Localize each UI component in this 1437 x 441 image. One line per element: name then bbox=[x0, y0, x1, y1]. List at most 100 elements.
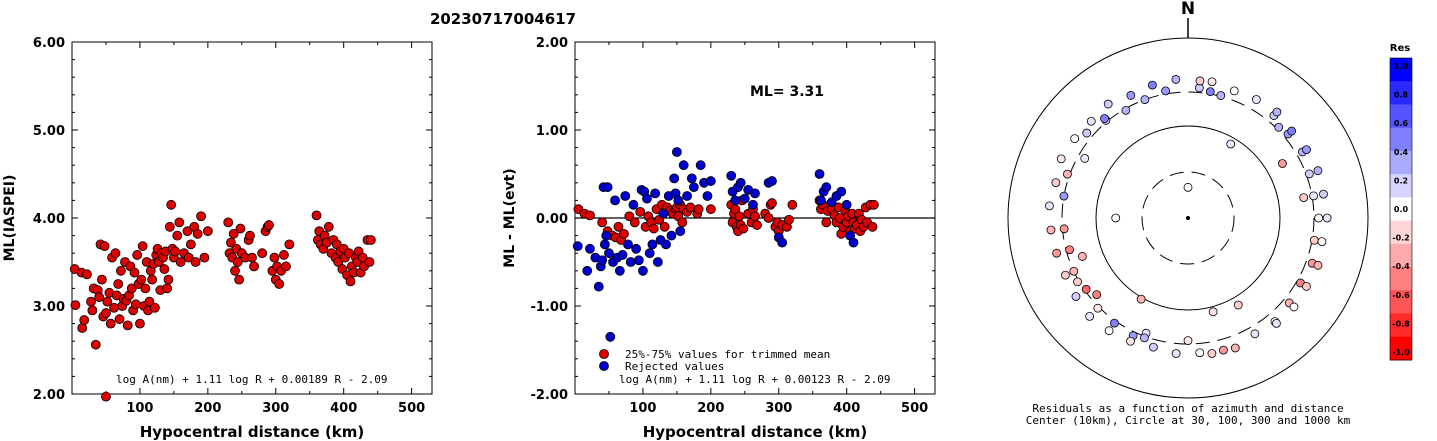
data-point bbox=[101, 391, 111, 402]
station-marker bbox=[1059, 191, 1069, 201]
colorbar-tick-label: -0.4 bbox=[1392, 262, 1410, 271]
data-point bbox=[748, 199, 758, 210]
data-point bbox=[597, 255, 608, 266]
station-marker bbox=[1061, 270, 1070, 280]
panel-ml-iaspei: 2.00 3.00 4.00 5.00 6.00 100 200 300 400 500 ML(I… bbox=[2, 36, 433, 441]
station-marker bbox=[1216, 91, 1226, 100]
colorbar-block bbox=[1390, 127, 1412, 152]
station-marker bbox=[1230, 343, 1240, 353]
data-point bbox=[572, 241, 583, 252]
legend-label-trimmed: 25%-75% values for trimmed mean bbox=[625, 348, 830, 361]
center-point bbox=[1186, 216, 1190, 220]
station-marker bbox=[1302, 145, 1311, 155]
data-point bbox=[79, 315, 90, 325]
data-point bbox=[132, 250, 143, 260]
station-marker bbox=[1082, 128, 1092, 138]
station-marker bbox=[1086, 116, 1096, 126]
data-point bbox=[129, 267, 140, 278]
data-point bbox=[585, 243, 595, 254]
station-marker bbox=[1313, 260, 1323, 270]
colorbar-tick-label: 0.2 bbox=[1394, 176, 1408, 185]
station-marker bbox=[1272, 107, 1282, 117]
y-tick-label: 6.00 bbox=[33, 36, 65, 51]
data-point bbox=[87, 305, 98, 316]
data-point bbox=[642, 193, 652, 204]
data-point bbox=[345, 276, 356, 287]
station-marker bbox=[1299, 193, 1309, 202]
data-point bbox=[199, 252, 210, 263]
station-marker bbox=[1317, 237, 1327, 247]
x-tick-label: 200 bbox=[697, 401, 724, 416]
colorbar-block bbox=[1390, 336, 1412, 361]
data-point bbox=[147, 274, 158, 285]
colorbar-tick-label: -0.6 bbox=[1392, 291, 1410, 300]
data-point bbox=[868, 199, 879, 210]
colorbar: Res 1.0 0.8 0.6 0.4 0.2 0.0 -0.2 -0.4 -0.6 -0.8 -1… bbox=[1389, 43, 1413, 361]
station-marker bbox=[1126, 336, 1135, 346]
station-marker bbox=[1103, 99, 1113, 109]
station-marker bbox=[1161, 86, 1170, 96]
data-point bbox=[644, 248, 655, 259]
station-marker bbox=[1302, 281, 1311, 291]
data-point bbox=[767, 176, 777, 186]
legend-label-rejected: Rejected values bbox=[625, 360, 724, 373]
caption-line-2: Center (10km), Circle at 30, 100, 300 an… bbox=[1026, 414, 1351, 427]
station-marker bbox=[1121, 105, 1131, 115]
data-point bbox=[230, 265, 240, 276]
data-point bbox=[585, 210, 595, 221]
data-point bbox=[605, 331, 616, 342]
data-point bbox=[164, 221, 175, 232]
colorbar-block bbox=[1390, 267, 1412, 291]
station-marker bbox=[1233, 300, 1243, 310]
x-tick-label: 300 bbox=[765, 401, 792, 416]
colorbar-block bbox=[1390, 104, 1412, 129]
data-point bbox=[738, 223, 749, 234]
data-point bbox=[597, 217, 608, 228]
legend-marker-rejected bbox=[599, 361, 609, 371]
data-point bbox=[682, 191, 692, 201]
distance-rings bbox=[1007, 37, 1369, 399]
y-tick-label: 1.00 bbox=[536, 124, 568, 139]
data-point bbox=[109, 302, 120, 313]
data-point bbox=[702, 191, 713, 201]
data-point bbox=[604, 248, 614, 259]
data-point bbox=[647, 239, 658, 250]
data-point bbox=[815, 195, 826, 206]
station-marker bbox=[1065, 245, 1074, 255]
data-point bbox=[269, 252, 280, 263]
station-marker bbox=[1059, 224, 1069, 234]
data-point bbox=[614, 265, 625, 276]
data-point bbox=[633, 255, 644, 266]
data-point bbox=[628, 199, 639, 210]
station-marker bbox=[1313, 166, 1323, 176]
station-marker bbox=[1063, 169, 1072, 179]
station-marker bbox=[1148, 342, 1158, 352]
data-point bbox=[99, 241, 110, 252]
data-point bbox=[105, 318, 116, 329]
data-point bbox=[750, 188, 760, 199]
data-point bbox=[144, 296, 155, 307]
data-point bbox=[274, 279, 285, 289]
legend-marker-trimmed bbox=[599, 349, 609, 359]
station-marker bbox=[1071, 292, 1081, 301]
station-marker bbox=[1085, 311, 1095, 321]
data-point bbox=[836, 186, 847, 197]
station-marker bbox=[1092, 290, 1102, 300]
data-point bbox=[648, 223, 659, 234]
data-point bbox=[247, 252, 257, 263]
colorbar-block bbox=[1390, 290, 1412, 315]
data-point bbox=[763, 213, 774, 223]
station-marker bbox=[1073, 277, 1082, 287]
y-tick-label: 0.00 bbox=[536, 212, 568, 227]
data-point bbox=[114, 314, 125, 325]
y-tick-label: 2.00 bbox=[536, 36, 568, 51]
station-marker bbox=[1314, 213, 1324, 223]
figure-title: 20230717004617 bbox=[430, 10, 576, 28]
data-point bbox=[695, 160, 706, 171]
y-axis-label-1: ML(IASPEI) bbox=[2, 175, 18, 262]
data-point bbox=[623, 239, 633, 250]
data-point bbox=[162, 283, 172, 294]
axis-ticks-2: -2.00 -1.00 0.00 1.00 2.00 100 200 300 400 500 bbox=[531, 36, 935, 416]
colorbar-block bbox=[1390, 58, 1412, 82]
